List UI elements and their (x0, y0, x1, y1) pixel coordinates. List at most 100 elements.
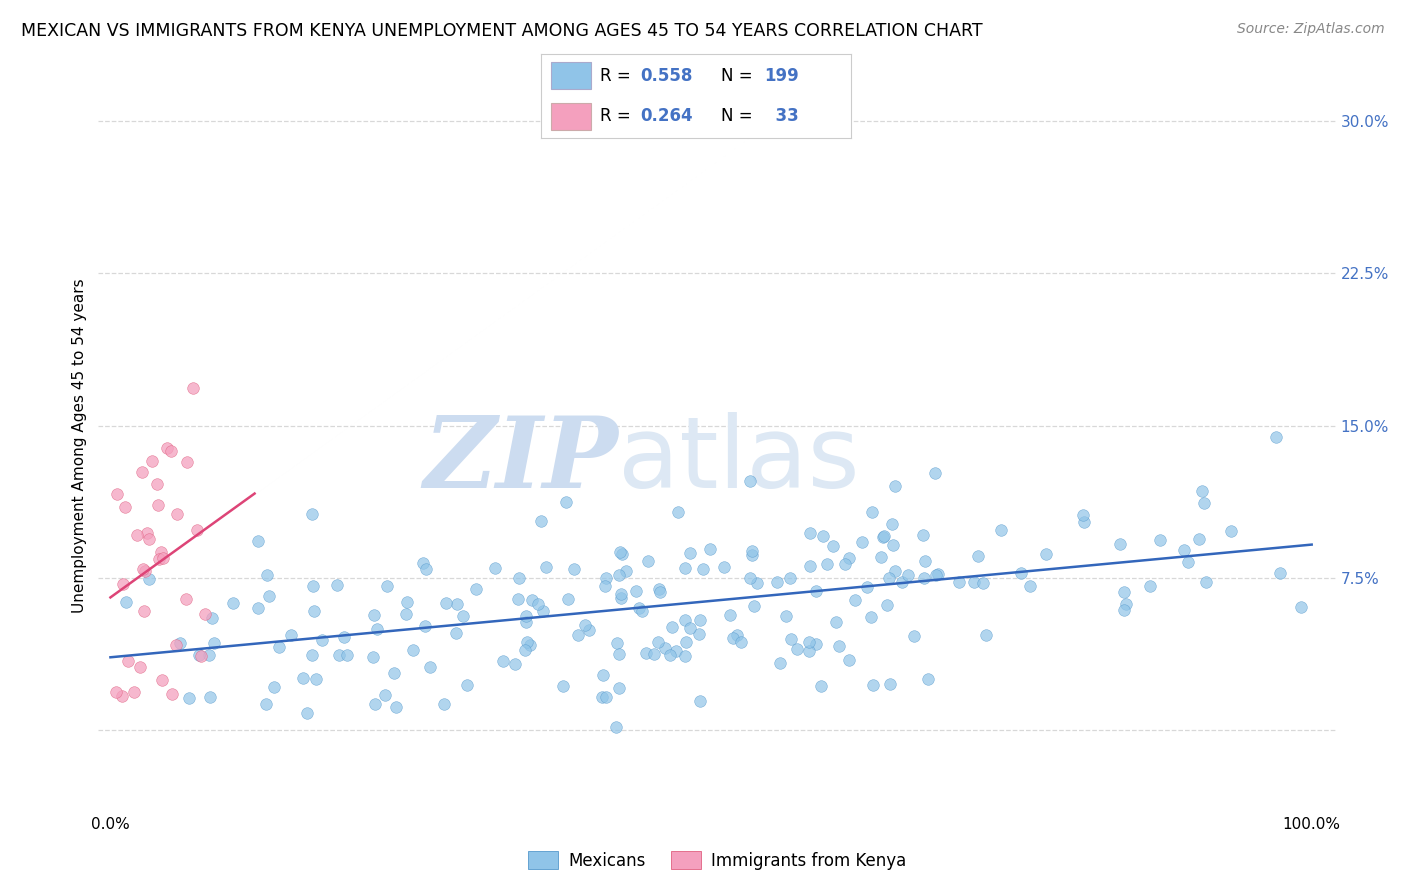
Point (648, 585, 671, 599)
Point (879, 677, 901, 691)
Point (624, 584, 647, 599)
Point (295, 706, 318, 721)
Point (1114, 603, 1136, 617)
Point (395, 607, 418, 622)
Point (336, 648, 359, 662)
Point (148, 498, 170, 512)
Point (873, 529, 896, 543)
Point (146, 476, 169, 491)
Point (156, 441, 179, 455)
Point (967, 549, 990, 563)
Point (1149, 533, 1171, 548)
Point (433, 697, 456, 711)
Point (810, 679, 832, 693)
Point (364, 697, 387, 711)
Point (117, 654, 139, 668)
Point (825, 615, 848, 629)
Point (132, 604, 155, 618)
Point (374, 688, 396, 702)
Point (111, 577, 134, 591)
Point (786, 642, 808, 657)
Point (721, 631, 744, 645)
Point (897, 568, 920, 582)
Point (201, 611, 224, 625)
Point (679, 546, 702, 560)
Point (165, 639, 187, 653)
Point (1109, 537, 1132, 551)
Point (775, 608, 797, 623)
Point (246, 600, 269, 615)
Point (924, 466, 946, 480)
Point (1035, 547, 1057, 561)
Point (912, 570, 935, 584)
Point (1188, 533, 1211, 547)
Point (884, 478, 907, 492)
Text: 199: 199 (763, 67, 799, 85)
Point (610, 587, 633, 601)
Point (628, 600, 651, 615)
Point (574, 618, 596, 632)
Point (1177, 555, 1199, 569)
Point (363, 608, 385, 623)
Point (302, 579, 325, 593)
Point (111, 689, 134, 703)
Point (434, 596, 457, 610)
Point (515, 643, 537, 657)
Point (607, 568, 630, 582)
Point (567, 628, 589, 642)
Point (823, 539, 845, 553)
Point (134, 565, 156, 579)
Point (607, 647, 630, 661)
Point (115, 595, 138, 609)
Text: ZIP: ZIP (423, 412, 619, 508)
Point (595, 690, 617, 704)
Point (105, 685, 128, 699)
Point (741, 543, 763, 558)
Point (648, 582, 671, 596)
Point (257, 589, 280, 603)
Point (1139, 579, 1161, 593)
Point (862, 678, 884, 692)
Point (890, 575, 912, 590)
Point (301, 648, 323, 663)
Point (1114, 585, 1136, 599)
Point (305, 672, 328, 686)
Point (799, 559, 821, 574)
Point (198, 690, 221, 704)
Text: MEXICAN VS IMMIGRANTS FROM KENYA UNEMPLOYMENT AMONG AGES 45 TO 54 YEARS CORRELAT: MEXICAN VS IMMIGRANTS FROM KENYA UNEMPLO… (21, 22, 983, 40)
Point (877, 571, 900, 585)
Point (610, 591, 633, 605)
Point (856, 580, 879, 594)
Point (766, 575, 789, 590)
Point (828, 640, 851, 654)
Point (166, 507, 188, 521)
Point (527, 597, 550, 611)
Point (679, 621, 702, 635)
Point (692, 562, 714, 576)
Point (254, 697, 277, 711)
Point (914, 554, 936, 568)
Point (464, 582, 486, 596)
Point (665, 644, 688, 658)
Point (385, 700, 408, 714)
Point (1268, 566, 1291, 580)
Point (769, 656, 792, 670)
Point (508, 571, 530, 585)
Point (876, 599, 898, 613)
Point (515, 615, 537, 629)
Point (610, 547, 633, 561)
Point (174, 592, 197, 607)
Point (138, 532, 160, 546)
Point (396, 595, 419, 609)
Point (105, 487, 128, 501)
Point (375, 579, 398, 593)
Point (186, 523, 208, 537)
Point (1194, 496, 1216, 510)
Point (673, 613, 696, 627)
Point (446, 597, 468, 611)
Point (688, 626, 710, 640)
Point (1264, 430, 1286, 444)
Point (492, 654, 515, 668)
Text: R =: R = (600, 107, 636, 125)
Point (301, 508, 323, 522)
